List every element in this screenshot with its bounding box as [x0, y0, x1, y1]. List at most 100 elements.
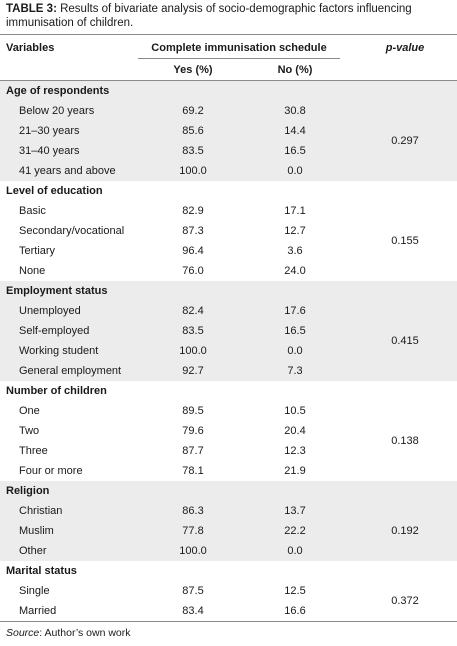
- row-label: Four or more: [19, 465, 83, 477]
- no-value: 16.5: [284, 145, 306, 157]
- row-label: Three: [19, 445, 48, 457]
- no-value: 3.6: [287, 245, 303, 257]
- no-value: 17.1: [284, 205, 306, 217]
- no-value: 24.0: [284, 265, 306, 277]
- header-top-rule: [0, 34, 457, 35]
- header-bottom-rule: [0, 80, 457, 81]
- table-row: Tertiary 96.4 3.6: [0, 241, 457, 261]
- yes-value: 89.5: [182, 405, 204, 417]
- group-title: Age of respondents: [6, 85, 110, 97]
- row-group: Level of education Basic 82.9 17.1 Secondary…: [0, 181, 457, 281]
- row-label: Self-employed: [19, 325, 90, 337]
- no-value: 14.4: [284, 125, 306, 137]
- row-group: Religion Christian 86.3 13.7 Muslim 77.8 22.2 O…: [0, 481, 457, 561]
- row-group: Employment status Unemployed 82.4 17.6 Self-…: [0, 281, 457, 381]
- table-row: None 76.0 24.0: [0, 261, 457, 281]
- no-value: 10.5: [284, 405, 306, 417]
- row-label: Basic: [19, 205, 46, 217]
- header-yes: Yes (%): [173, 64, 213, 76]
- row-label: Christian: [19, 505, 63, 517]
- yes-value: 87.7: [182, 445, 204, 457]
- table-row: Single 87.5 12.5: [0, 581, 457, 601]
- no-value: 7.3: [287, 365, 303, 377]
- row-group: Age of respondents Below 20 years 69.2 30.8…: [0, 81, 457, 181]
- no-value: 12.5: [284, 585, 306, 597]
- group-title: Employment status: [6, 285, 108, 297]
- row-label: Two: [19, 425, 40, 437]
- row-label: Below 20 years: [19, 105, 95, 117]
- header-group-rule: [138, 58, 340, 59]
- group-header-row: Marital status: [0, 561, 457, 581]
- table-row: Married 83.4 16.6: [0, 601, 457, 621]
- yes-value: 92.7: [182, 365, 204, 377]
- row-label: Married: [19, 605, 57, 617]
- row-label: Unemployed: [19, 305, 81, 317]
- row-label: One: [19, 405, 40, 417]
- no-value: 17.6: [284, 305, 306, 317]
- row-label: Single: [19, 585, 50, 597]
- yes-value: 100.0: [179, 345, 207, 357]
- p-value: 0.138: [391, 435, 419, 447]
- row-label: 41 years and above: [19, 165, 116, 177]
- table-row: Below 20 years 69.2 30.8: [0, 101, 457, 121]
- header-p-value: p-value: [385, 42, 425, 54]
- no-value: 22.2: [284, 525, 306, 537]
- table-row: Unemployed 82.4 17.6: [0, 301, 457, 321]
- group-header-row: Religion: [0, 481, 457, 501]
- yes-value: 69.2: [182, 105, 204, 117]
- table-bottom-rule: [0, 621, 457, 622]
- table-row: Four or more 78.1 21.9: [0, 461, 457, 481]
- row-group: Number of children One 89.5 10.5 Two 79.6 20.4…: [0, 381, 457, 481]
- no-value: 13.7: [284, 505, 306, 517]
- no-value: 16.6: [284, 605, 306, 617]
- no-value: 20.4: [284, 425, 306, 437]
- header-complete-immunisation: Complete immunisation schedule: [151, 42, 327, 54]
- header-variables: Variables: [6, 42, 55, 54]
- no-value: 0.0: [287, 165, 303, 177]
- p-value: 0.297: [391, 135, 419, 147]
- no-value: 0.0: [287, 545, 303, 557]
- table-row: 21–30 years 85.6 14.4: [0, 121, 457, 141]
- table-row: One 89.5 10.5: [0, 401, 457, 421]
- yes-value: 82.4: [182, 305, 204, 317]
- table-caption: TABLE 3: Results of bivariate analysis o…: [6, 3, 452, 30]
- group-title: Marital status: [6, 565, 77, 577]
- yes-value: 76.0: [182, 265, 204, 277]
- row-label: General employment: [19, 365, 122, 377]
- yes-value: 96.4: [182, 245, 204, 257]
- yes-value: 79.6: [182, 425, 204, 437]
- table-row: Other 100.0 0.0: [0, 541, 457, 561]
- p-value: 0.372: [391, 595, 419, 607]
- table-row: Muslim 77.8 22.2: [0, 521, 457, 541]
- group-header-row: Number of children: [0, 381, 457, 401]
- p-value: 0.415: [391, 335, 419, 347]
- source-text: : Author’s own work: [39, 627, 131, 639]
- yes-value: 87.5: [182, 585, 204, 597]
- yes-value: 85.6: [182, 125, 204, 137]
- no-value: 12.3: [284, 445, 306, 457]
- table-row: Christian 86.3 13.7: [0, 501, 457, 521]
- row-label: None: [19, 265, 46, 277]
- yes-value: 87.3: [182, 225, 204, 237]
- caption-text: Results of bivariate analysis of socio-d…: [6, 3, 412, 29]
- yes-value: 100.0: [179, 545, 207, 557]
- table-row: Two 79.6 20.4: [0, 421, 457, 441]
- table-row: Working student 100.0 0.0: [0, 341, 457, 361]
- row-label: 21–30 years: [19, 125, 80, 137]
- yes-value: 100.0: [179, 165, 207, 177]
- row-label: Secondary/vocational: [19, 225, 125, 237]
- table-row: Secondary/vocational 87.3 12.7: [0, 221, 457, 241]
- table-row: Three 87.7 12.3: [0, 441, 457, 461]
- yes-value: 83.5: [182, 325, 204, 337]
- row-label: Tertiary: [19, 245, 56, 257]
- group-title: Number of children: [6, 385, 107, 397]
- source-note: Source: Author’s own work: [6, 627, 131, 639]
- p-value: 0.192: [391, 525, 419, 537]
- p-value: 0.155: [391, 235, 419, 247]
- no-value: 0.0: [287, 345, 303, 357]
- table-row: General employment 92.7 7.3: [0, 361, 457, 381]
- table-row: 31–40 years 83.5 16.5: [0, 141, 457, 161]
- group-title: Religion: [6, 485, 50, 497]
- row-group: Marital status Single 87.5 12.5 Married 83.4 1…: [0, 561, 457, 621]
